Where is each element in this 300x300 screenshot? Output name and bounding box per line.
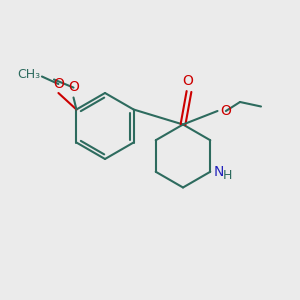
Text: O: O [68,80,79,94]
Text: O: O [182,74,193,88]
Text: CH₃: CH₃ [17,68,41,81]
Text: O: O [220,104,231,118]
Text: N: N [214,165,224,179]
Text: O: O [53,77,64,91]
Text: H: H [223,169,232,182]
